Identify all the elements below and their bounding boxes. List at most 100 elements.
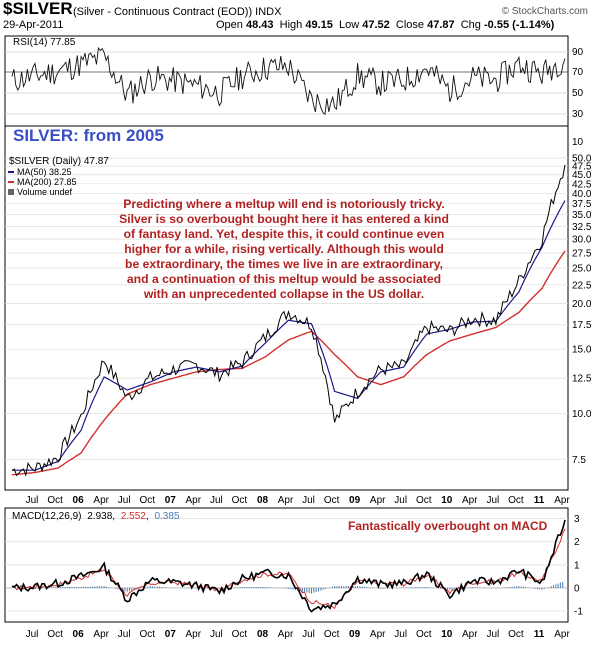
x-tick-label: 09 <box>349 495 361 506</box>
x-tick-label: Oct <box>232 629 248 640</box>
ma200-legend: MA(200) 27.85 <box>17 177 77 187</box>
x-tick-label: 07 <box>165 495 177 506</box>
price-tick-label: 32.5 <box>572 222 592 233</box>
price-tick-label: 15.0 <box>572 345 592 356</box>
symbol-title: $SILVER <box>3 0 73 18</box>
rsi-tick: 70 <box>572 67 584 78</box>
macd-tick-label: 1 <box>574 560 580 571</box>
macd-tick-label: 0 <box>574 583 580 594</box>
rsi-tick: 30 <box>572 109 584 120</box>
x-tick-label: Oct <box>508 495 524 506</box>
x-axis-bottom: Jul Oct 06 Apr Jul Oct 07 Apr Jul Oct 08 Apr Jul Oct 0… <box>26 629 571 640</box>
price-panel: SILVER: from 2005 $SILVER (Daily) 47.87 … <box>4 125 592 491</box>
x-tick-label: Oct <box>232 495 248 506</box>
x-tick-label: Oct <box>140 629 156 640</box>
x-tick-label: Oct <box>324 629 340 640</box>
svg-text:be extraordinary, the times we: be extraordinary, the times we live in a… <box>125 257 443 271</box>
chg-value: -0.55 (-1.14%) <box>483 19 555 31</box>
x-tick-label: 08 <box>257 629 269 640</box>
ohlc-readout: Open 48.43 High 49.15 Low 47.52 Close 47… <box>216 19 555 31</box>
svg-text:Predicting where a meltup will: Predicting where a meltup will end is no… <box>123 197 444 211</box>
price-tick-label: 45.0 <box>572 170 592 181</box>
source-credit: © StockCharts.com <box>501 6 588 17</box>
macd-tick-label: 3 <box>574 514 580 525</box>
macd-legend: MACD(12,26,9) 2.938, 2.552, 0.385 <box>12 511 180 522</box>
price-tick-label: 35.0 <box>572 210 592 221</box>
rsi-legend: RSI(14) 77.85 <box>13 37 76 48</box>
rsi-tick: 90 <box>572 47 584 58</box>
x-tick-label: Apr <box>93 629 109 640</box>
x-tick-label: Apr <box>462 495 478 506</box>
price-tick-label: 40.0 <box>572 189 592 200</box>
panel-title: SILVER: from 2005 <box>13 126 164 145</box>
annotation-note: Predicting where a meltup will end is no… <box>119 197 449 301</box>
x-tick-label: Oct <box>47 629 63 640</box>
x-tick-label: Apr <box>278 629 294 640</box>
price-line <box>11 164 566 477</box>
symbol-name: (Silver - Continuous Contract (EOD)) IND… <box>73 6 282 18</box>
x-tick-label: Apr <box>278 495 294 506</box>
x-tick-label: 07 <box>165 629 177 640</box>
x-tick-label: Jul <box>118 629 131 640</box>
rsi-tick: 10 <box>572 137 584 148</box>
x-tick-label: 11 <box>534 629 545 640</box>
price-tick-label: 25.0 <box>572 264 592 275</box>
x-tick-label: Jul <box>302 495 315 506</box>
x-tick-label: 11 <box>534 495 545 506</box>
price-tick-label: 50.0 <box>572 154 592 165</box>
price-tick-label: 20.0 <box>572 299 592 310</box>
x-tick-label: Jul <box>302 629 315 640</box>
price-tick-label: 42.5 <box>572 179 592 190</box>
x-tick-label: Oct <box>47 495 63 506</box>
price-tick-label: 10.0 <box>572 409 592 420</box>
x-tick-label: Jul <box>26 629 39 640</box>
x-tick-label: Apr <box>186 495 202 506</box>
volume-legend: Volume undef <box>17 187 73 197</box>
high-value: 49.15 <box>305 19 333 31</box>
x-tick-label: 06 <box>73 629 85 640</box>
svg-text:Silver is so overbought bought: Silver is so overbought bought here it h… <box>119 212 449 226</box>
macd-tick-label: 2 <box>574 537 580 548</box>
x-tick-label: Jul <box>394 495 407 506</box>
x-tick-label: Jul <box>26 495 39 506</box>
x-tick-label: 06 <box>73 495 85 506</box>
price-tick-label: 7.5 <box>572 455 586 466</box>
close-value: 47.87 <box>427 19 455 31</box>
svg-text:higher for a while, rising ver: higher for a while, rising vertically. A… <box>124 242 444 256</box>
chart-date: 29-Apr-2011 <box>3 19 64 31</box>
ma50-legend: MA(50) 38.25 <box>17 167 72 177</box>
x-tick-label: Apr <box>370 495 386 506</box>
x-tick-label: Jul <box>118 495 131 506</box>
svg-text:of fantasy land. Yet, despite: of fantasy land. Yet, despite this, it c… <box>124 227 445 241</box>
macd-tick-label: -1 <box>574 607 583 618</box>
x-tick-label: Oct <box>140 495 156 506</box>
price-tick-label: 47.5 <box>572 162 592 173</box>
x-tick-label: 08 <box>257 495 269 506</box>
price-tick-label: 27.5 <box>572 248 592 259</box>
x-tick-label: 10 <box>441 495 453 506</box>
price-tick-label: 37.5 <box>572 199 592 210</box>
ma200-line <box>11 250 566 476</box>
x-tick-label: Apr <box>370 629 386 640</box>
x-tick-label: Apr <box>462 629 478 640</box>
svg-text:with an unprecedented collapse: with an unprecedented collapse in the US… <box>143 287 424 301</box>
x-tick-label: 09 <box>349 629 361 640</box>
x-axis-top: Jul Oct 06 Apr Jul Oct 07 Apr Jul Oct 08 Apr Jul Oct 0… <box>26 495 571 506</box>
rsi-line <box>11 46 566 116</box>
x-tick-label: Jul <box>487 629 500 640</box>
x-tick-label: Apr <box>554 629 570 640</box>
price-tick-label: 17.5 <box>572 320 592 331</box>
macd-panel: MACD(12,26,9) 2.938, 2.552, 0.385 Fantas… <box>4 507 583 623</box>
rsi-tick: 50 <box>572 88 584 99</box>
macd-line <box>11 519 566 613</box>
x-tick-label: Oct <box>324 495 340 506</box>
price-tick-label: 22.5 <box>572 280 592 291</box>
svg-text:and a continuation of this mel: and a continuation of this meltup would … <box>127 272 441 286</box>
x-tick-label: Jul <box>394 629 407 640</box>
chart-header: $SILVER (Silver - Continuous Contract (E… <box>0 0 596 36</box>
x-tick-label: Oct <box>508 629 524 640</box>
x-tick-label: Jul <box>210 629 223 640</box>
open-value: 48.43 <box>245 19 274 31</box>
x-tick-label: Apr <box>186 629 202 640</box>
